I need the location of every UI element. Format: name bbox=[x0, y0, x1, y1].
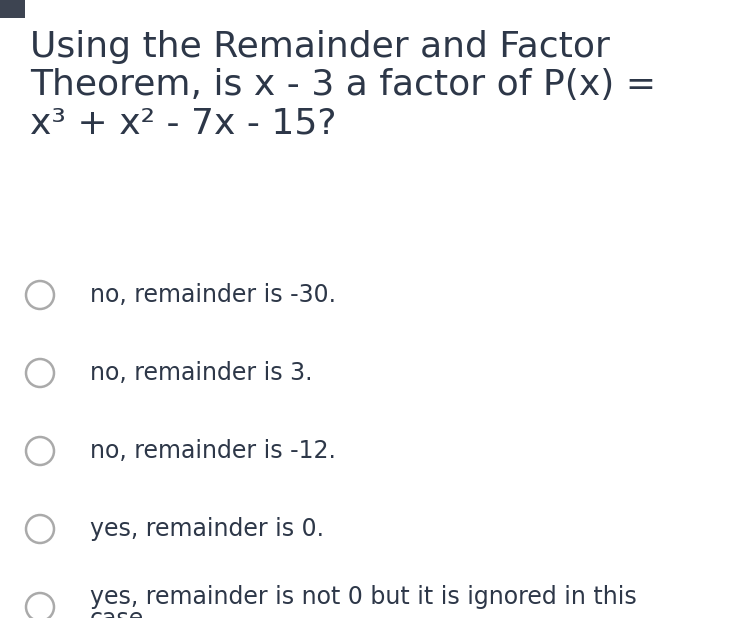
Text: no, remainder is -30.: no, remainder is -30. bbox=[90, 283, 336, 307]
Text: Using the Remainder and Factor: Using the Remainder and Factor bbox=[30, 30, 610, 64]
Text: case.: case. bbox=[90, 607, 152, 618]
Bar bbox=[0, 0, 25, 18]
Text: yes, remainder is not 0 but it is ignored in this: yes, remainder is not 0 but it is ignore… bbox=[90, 585, 637, 609]
Text: no, remainder is 3.: no, remainder is 3. bbox=[90, 361, 313, 385]
Text: no, remainder is -12.: no, remainder is -12. bbox=[90, 439, 336, 463]
Text: yes, remainder is 0.: yes, remainder is 0. bbox=[90, 517, 324, 541]
Text: x³ + x² - 7x - 15?: x³ + x² - 7x - 15? bbox=[30, 106, 337, 140]
Text: Theorem, is x - 3 a factor of P(x) =: Theorem, is x - 3 a factor of P(x) = bbox=[30, 68, 656, 102]
